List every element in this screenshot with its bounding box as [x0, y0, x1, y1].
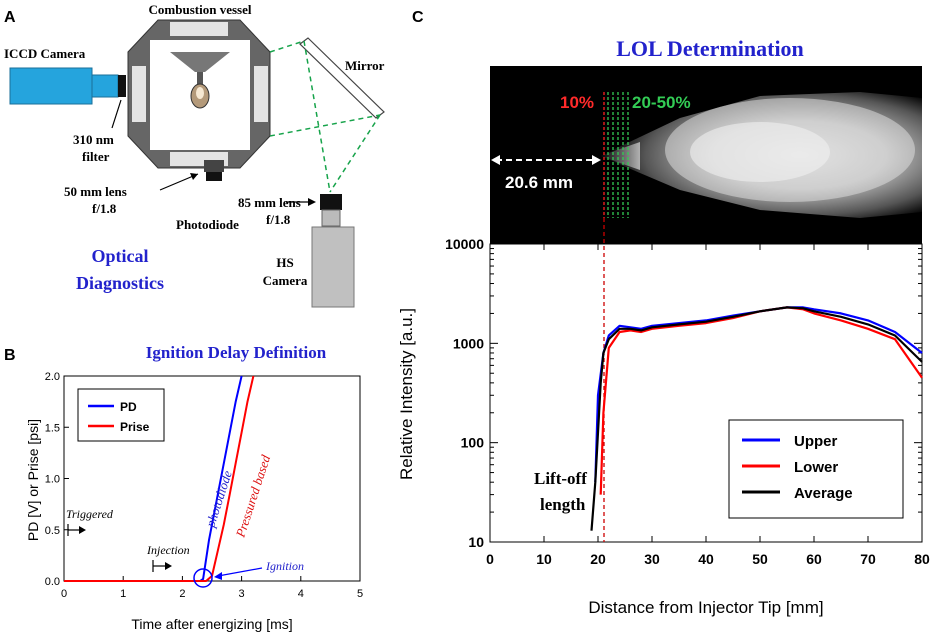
label-distance: 20.6 mm [505, 173, 573, 192]
plot-c-xtick-label: 40 [698, 551, 714, 567]
ann-photodiode: photodiode [202, 468, 235, 529]
plot-b-xtick-label: 0 [61, 588, 67, 600]
mirror-label: Mirror [345, 58, 385, 73]
hs-label-2: Camera [263, 273, 308, 288]
plot-b-series [64, 375, 255, 582]
plot-b-ytick-label: 0.0 [45, 576, 60, 588]
plot-c-xtick-label: 10 [536, 551, 552, 567]
plot-c-xtick-label: 80 [914, 551, 930, 567]
lens85-label-2: f/1.8 [266, 212, 291, 227]
filter-label-1: 310 nm [73, 132, 114, 147]
plot-c-xtick-label: 20 [590, 551, 606, 567]
plot-c-series [590, 306, 923, 531]
plot-c-legend [728, 419, 904, 519]
mirror [299, 37, 385, 119]
optical-label-1: Optical [92, 246, 149, 266]
label-20-50-percent: 20-50% [632, 93, 691, 112]
ann-pressured: Pressured based [232, 453, 273, 540]
beam-paths [269, 40, 381, 193]
photodiode [204, 160, 224, 172]
spray-plume [600, 92, 922, 218]
injector [170, 52, 230, 72]
plot-c-ylabel: Relative Intensity [a.u.] [397, 308, 416, 480]
plot-b-xtick-label: 1 [120, 588, 126, 600]
plot-b-xlabel: Time after energizing [ms] [131, 616, 292, 632]
plot-c-ytick-label: 100 [461, 435, 485, 451]
hs-camera [311, 226, 355, 308]
lens50-label-1: 50 mm lens [64, 184, 127, 199]
series-upper [594, 306, 923, 483]
lens85-label-1: 85 mm lens [238, 195, 301, 210]
lens50-label-2: f/1.8 [92, 201, 117, 216]
ann-ignition: Ignition [265, 559, 304, 573]
filter [118, 75, 126, 97]
plot-c-xlabel: Distance from Injector Tip [mm] [588, 598, 823, 617]
vessel-label: Combustion vessel [149, 2, 252, 17]
label-lift-off-1: Lift-off [534, 469, 587, 488]
panel-c-title: LOL Determination [616, 36, 804, 61]
optical-label-2: Diagnostics [76, 273, 164, 293]
hs-lens [320, 194, 342, 210]
plot-b-ytick-label: 1.0 [45, 474, 60, 486]
plot-c-xtick-label: 0 [486, 551, 494, 567]
plot-b-xtick-label: 5 [357, 588, 363, 600]
plot-b-ytick-label: 0.5 [45, 525, 60, 537]
plot-c-xtick-label: 70 [860, 551, 876, 567]
plot-b-ytick-label: 1.5 [45, 422, 60, 434]
photodiode-label: Photodiode [176, 217, 239, 232]
plot-c-xtick-label: 60 [806, 551, 822, 567]
ignition-marker [193, 568, 213, 588]
legend-upper-label: Upper [794, 433, 838, 450]
plot-c-xtick-label: 50 [752, 551, 768, 567]
plot-b-xtick-label: 3 [239, 588, 245, 600]
plot-b-xtick-label: 4 [298, 588, 304, 600]
panel-b-title: Ignition Delay Definition [146, 343, 327, 362]
plot-c-ytick-label: 1000 [453, 335, 484, 351]
panel-a-letter: A [4, 9, 16, 26]
plot-b-ytick-label: 2.0 [45, 371, 60, 383]
filter-label-2: filter [82, 149, 110, 164]
panel-a: A Combustion vessel ICCD Camera 310 nm f… [4, 2, 385, 308]
panel-c-letter: C [412, 9, 424, 26]
plot-b-legend [77, 388, 165, 442]
label-10-percent: 10% [560, 93, 594, 112]
plot-b-ticks: 0 1 2 3 4 5 0.0 0.5 1.0 1.5 2.0 [45, 371, 363, 600]
ann-triggered: Triggered [66, 507, 114, 521]
plot-c-ytick-label: 10 [468, 534, 484, 550]
lol-threshold-lines [607, 92, 629, 218]
plot-b-ylabel: PD [V] or Prise [psi] [25, 419, 41, 541]
iccd-camera [9, 67, 93, 105]
legend-pd-label: PD [120, 400, 137, 414]
plot-b-xtick-label: 2 [179, 588, 185, 600]
legend-average-label: Average [794, 485, 853, 502]
hs-label-1: HS [276, 255, 293, 270]
ann-injection: Injection [146, 543, 190, 557]
series-lower [599, 306, 923, 495]
legend-prise-label: Prise [120, 420, 150, 434]
plot-c-xtick-label: 30 [644, 551, 660, 567]
plot-c-ytick-label: 10000 [445, 236, 484, 252]
label-lift-off-2: length [540, 495, 586, 514]
series-prise [64, 375, 255, 582]
panel-c: C LOL Determination 10% 20-50% 20.6 mm 0… [397, 9, 930, 617]
iccd-label: ICCD Camera [4, 46, 86, 61]
legend-lower-label: Lower [794, 459, 838, 476]
panel-b-letter: B [4, 347, 16, 364]
series-average [590, 306, 923, 531]
panel-b: B Ignition Delay Definition 0 1 2 3 4 5 0.0 0.5… [4, 343, 363, 632]
